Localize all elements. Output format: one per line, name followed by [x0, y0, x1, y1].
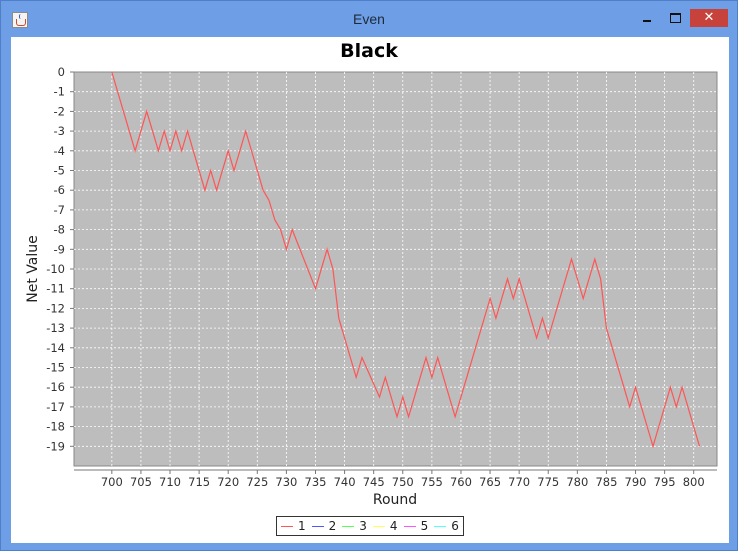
- x-tick-label: 715: [188, 475, 210, 489]
- y-tick-label: -11: [46, 282, 65, 296]
- window-title: Even: [353, 11, 385, 27]
- x-tick-label: 705: [130, 475, 152, 489]
- legend-label: 2: [328, 519, 337, 533]
- y-tick-label: -16: [46, 380, 65, 394]
- x-tick-label: 735: [305, 475, 327, 489]
- y-tick-label: -6: [54, 183, 65, 197]
- maximize-icon: [669, 12, 681, 23]
- y-tick-label: -15: [46, 361, 65, 375]
- y-axis-label: Net Value: [25, 235, 41, 302]
- chart-svg: Black 0 -1 -2 -3 -4 -5 -6 -7 -8 -9 -10 -11 -12 -13 -14…: [25, 40, 718, 508]
- grid-lines: [74, 72, 717, 466]
- close-icon: ✕: [703, 10, 715, 25]
- y-tick-label: -12: [46, 301, 65, 315]
- x-tick-label: 700: [101, 475, 123, 489]
- legend-item-1: 1: [281, 519, 306, 533]
- y-tick-label: -9: [54, 242, 65, 256]
- y-tick-label: -2: [54, 104, 65, 118]
- x-tick-label: 755: [421, 475, 443, 489]
- minimize-button[interactable]: [634, 9, 660, 27]
- legend-item-5: 5: [403, 519, 429, 533]
- x-tick-label: 775: [537, 475, 559, 489]
- y-tick-label: -10: [46, 262, 65, 276]
- legend-label: 3: [359, 519, 367, 533]
- series-lines: [111, 71, 701, 449]
- y-tick-label: -4: [54, 144, 65, 158]
- y-tick-label: -1: [54, 85, 65, 99]
- x-tick-label: 720: [217, 475, 239, 489]
- chart-title: Black: [340, 40, 398, 62]
- legend-swatch: [372, 525, 385, 527]
- legend-label: 1: [298, 519, 306, 533]
- x-tick-label: 745: [363, 475, 385, 489]
- y-tick-label: -3: [54, 124, 65, 138]
- y-tick-label: -14: [46, 341, 65, 355]
- x-tick-label: 795: [654, 475, 676, 489]
- x-tick-label: 790: [625, 475, 647, 489]
- legend-label: 6: [451, 519, 459, 533]
- y-tick-label: -17: [46, 400, 65, 414]
- minimize-icon: [643, 19, 651, 22]
- y-tick-label: -7: [54, 203, 65, 217]
- y-tick-label: -8: [54, 223, 65, 237]
- x-axis: 700 705 710 715 720 725 730 735 740 745 750 755 760 7…: [74, 469, 717, 489]
- x-tick-label: 760: [450, 475, 472, 489]
- legend-swatch: [342, 525, 355, 527]
- x-tick-label: 780: [566, 475, 588, 489]
- x-tick-label: 730: [275, 475, 297, 489]
- y-tick-label: -13: [46, 321, 65, 335]
- legend-swatch: [281, 525, 293, 527]
- background-strip: [738, 0, 746, 556]
- y-tick-label: -5: [54, 164, 65, 178]
- y-tick-label: -18: [46, 420, 65, 434]
- legend-item-2: 2: [311, 519, 337, 533]
- x-tick-label: 740: [334, 475, 356, 489]
- close-button[interactable]: ✕: [690, 9, 728, 27]
- y-tick-label: 0: [58, 65, 65, 79]
- maximize-button[interactable]: [662, 9, 688, 27]
- x-tick-label: 710: [159, 475, 181, 489]
- series-1-line: [111, 71, 701, 449]
- x-tick-label: 785: [595, 475, 617, 489]
- y-axis: 0 -1 -2 -3 -4 -5 -6 -7 -8 -9 -10 -11 -12 -13 -14 -15 -16…: [46, 65, 74, 453]
- legend-swatch: [434, 525, 447, 527]
- title-bar[interactable]: Even ✕: [1, 1, 737, 35]
- chart-panel: Black 0 -1 -2 -3 -4 -5 -6 -7 -8 -9 -10 -11 -12 -13 -14…: [11, 37, 729, 543]
- chart-legend: 1 2 3 4 5 6: [276, 516, 464, 536]
- x-tick-label: 770: [508, 475, 530, 489]
- x-tick-label: 750: [392, 475, 414, 489]
- x-tick-label: 765: [479, 475, 501, 489]
- legend-swatch: [403, 525, 416, 527]
- legend-swatch: [311, 525, 324, 527]
- legend-label: 5: [420, 519, 429, 533]
- java-app-icon[interactable]: [12, 12, 28, 28]
- x-tick-label: 800: [683, 475, 705, 489]
- legend-item-3: 3: [342, 519, 367, 533]
- legend-item-6: 6: [434, 519, 459, 533]
- x-tick-label: 725: [246, 475, 268, 489]
- x-axis-label: Round: [373, 492, 417, 507]
- legend-label: 4: [389, 519, 398, 533]
- legend-item-4: 4: [372, 519, 398, 533]
- y-tick-label: -19: [46, 439, 65, 453]
